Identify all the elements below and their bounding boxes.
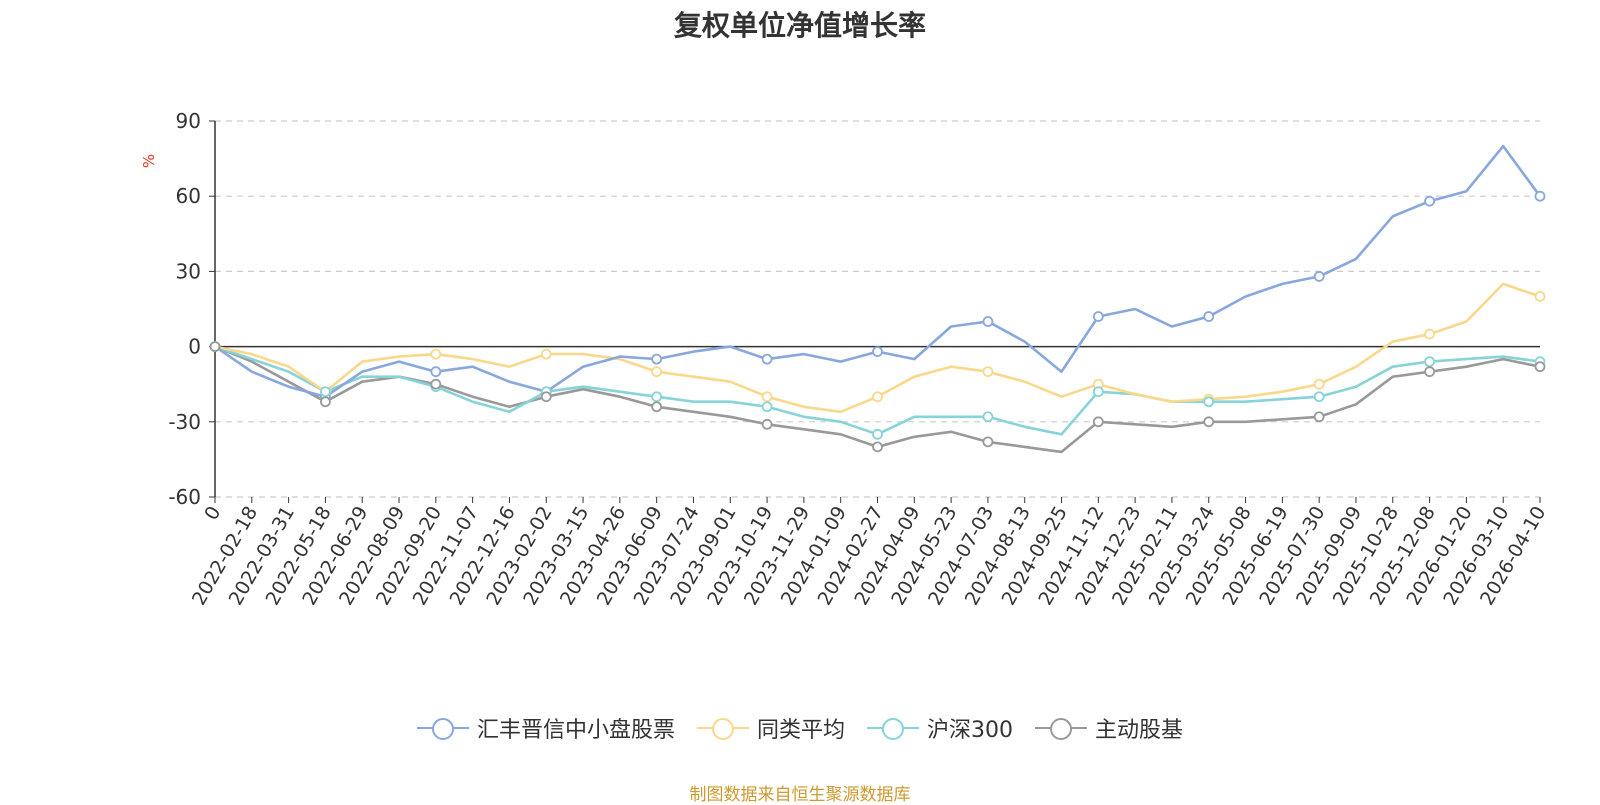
series-0-point-15 xyxy=(761,353,773,365)
series-0-point-12 xyxy=(651,353,663,365)
series-1-point-12 xyxy=(651,366,663,378)
series-0-point-6 xyxy=(430,366,442,378)
series-3-point-33 xyxy=(1424,366,1435,378)
series-1-point-33 xyxy=(1424,328,1435,340)
series-0-point-30 xyxy=(1313,271,1325,282)
series-0-point-18 xyxy=(872,346,883,358)
legend-item-series-1[interactable]: 同类平均 xyxy=(696,712,845,744)
series-3-point-9 xyxy=(540,391,552,403)
series-2-point-18 xyxy=(872,428,883,440)
series-0-point-33 xyxy=(1424,195,1435,207)
series-2-point-3 xyxy=(320,386,331,398)
legend-series-1-icon xyxy=(696,716,749,740)
series-2-point-12 xyxy=(651,391,663,403)
series-3-point-18 xyxy=(872,441,883,453)
series-2-point-33 xyxy=(1424,356,1435,368)
y-tick-label-0: 90 xyxy=(176,109,201,133)
series-3-point-12 xyxy=(651,401,663,413)
legend-series-0-icon xyxy=(416,716,469,740)
legend-series-1-label: 同类平均 xyxy=(756,718,845,743)
x-tick-label-0: 0 xyxy=(200,503,225,524)
series-1-point-30 xyxy=(1313,378,1325,390)
series-3-point-0 xyxy=(209,341,221,353)
series-2-point-15 xyxy=(761,401,773,413)
series-3-point-36 xyxy=(1534,361,1546,373)
legend-series-2-label: 沪深300 xyxy=(927,718,1013,743)
series-1-point-15 xyxy=(761,391,773,403)
series-line-2 xyxy=(214,345,1541,436)
y-tick-label-2: 30 xyxy=(176,259,201,283)
series-2-point-27 xyxy=(1203,396,1215,408)
series-3-point-15 xyxy=(761,418,773,430)
legend-series-3-icon xyxy=(1035,716,1087,740)
series-2-point-24 xyxy=(1092,386,1104,398)
data-source-note: 制图数据来自恒生聚源数据库 xyxy=(689,785,911,805)
legend-item-series-3[interactable]: 主动股基 xyxy=(1035,712,1183,744)
y-tick-label-1: 60 xyxy=(176,184,201,208)
legend-series-3-label: 主动股基 xyxy=(1095,718,1184,743)
series-1-point-9 xyxy=(540,348,552,360)
series-3-point-3 xyxy=(320,396,331,408)
legend-item-series-0[interactable]: 汇丰晋信中小盘股票 xyxy=(416,712,675,744)
series-3-point-6 xyxy=(430,378,442,390)
series-0-point-27 xyxy=(1203,311,1215,322)
series-0-point-36 xyxy=(1534,190,1546,202)
series-0-point-21 xyxy=(982,316,994,327)
series-1-point-21 xyxy=(982,366,994,378)
series-2-point-21 xyxy=(982,411,994,423)
series-1-point-18 xyxy=(872,391,883,403)
chart-title: 复权单位净值增长率 xyxy=(673,9,926,42)
legend-item-series-2[interactable]: 沪深300 xyxy=(867,712,1013,744)
chart-legend: 汇丰晋信中小盘股票 同类平均 沪深300 主动股基 xyxy=(0,712,1600,744)
legend-series-0-label: 汇丰晋信中小盘股票 xyxy=(476,718,675,743)
series-3-point-24 xyxy=(1092,416,1104,428)
line-chart: 9060300-30-6002022-02-182022-03-312022-0… xyxy=(168,109,1550,609)
series-3-point-30 xyxy=(1313,411,1325,423)
series-1-point-6 xyxy=(430,348,442,360)
series-3-point-21 xyxy=(982,436,994,448)
series-1-point-36 xyxy=(1534,291,1546,302)
series-0-point-24 xyxy=(1092,311,1104,322)
legend-series-2-icon xyxy=(867,716,919,740)
y-tick-label-3: 0 xyxy=(188,335,201,359)
series-2-point-30 xyxy=(1313,391,1325,403)
series-3-point-27 xyxy=(1203,416,1215,428)
y-tick-label-4: -30 xyxy=(168,410,201,434)
y-tick-label-5: -60 xyxy=(168,485,201,509)
